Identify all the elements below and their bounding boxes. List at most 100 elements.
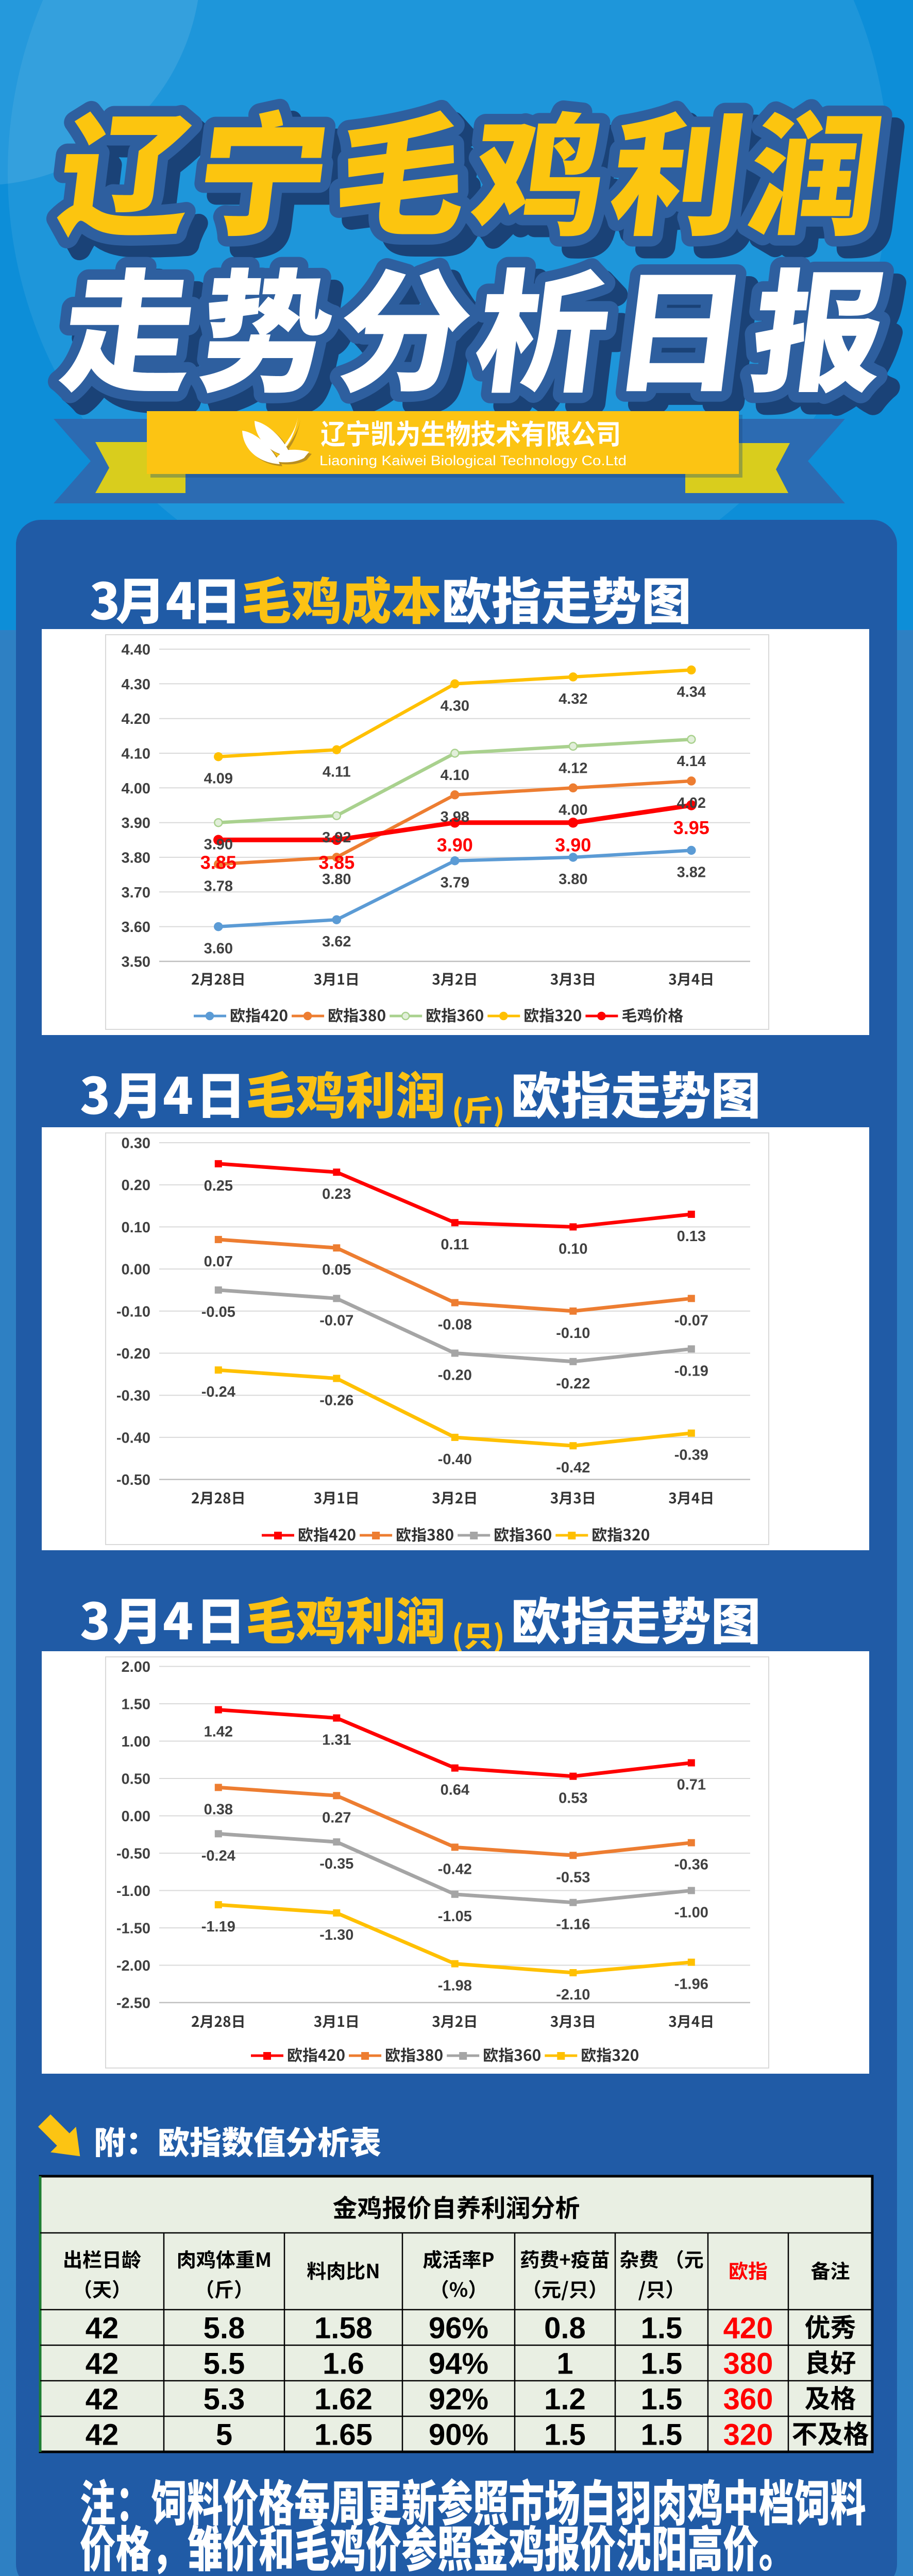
svg-text:-1.05: -1.05 <box>438 1908 472 1925</box>
svg-text:1.2: 1.2 <box>544 2383 586 2416</box>
svg-text:1.5: 1.5 <box>641 2383 683 2416</box>
svg-text:-1.50: -1.50 <box>116 1921 150 1937</box>
svg-text:1.00: 1.00 <box>122 1734 150 1750</box>
svg-text:3.98: 3.98 <box>441 809 469 825</box>
svg-text:-0.08: -0.08 <box>438 1317 472 1333</box>
svg-text:-1.19: -1.19 <box>201 1919 235 1935</box>
svg-text:94%: 94% <box>429 2347 488 2381</box>
svg-text:0.53: 0.53 <box>559 1790 587 1807</box>
svg-text:4.34: 4.34 <box>677 684 706 700</box>
svg-text:3.60: 3.60 <box>204 941 233 957</box>
svg-text:1.50: 1.50 <box>122 1697 150 1713</box>
svg-text:3.70: 3.70 <box>122 885 150 901</box>
svg-text:-1.00: -1.00 <box>116 1883 150 1900</box>
svg-text:-1.96: -1.96 <box>674 1976 708 1993</box>
svg-text:1.58: 1.58 <box>314 2312 373 2345</box>
svg-text:1.5: 1.5 <box>641 2418 683 2452</box>
svg-text:1.5: 1.5 <box>641 2312 683 2345</box>
svg-text:4.40: 4.40 <box>122 642 150 658</box>
svg-text:3.95: 3.95 <box>673 817 709 838</box>
svg-text:-0.42: -0.42 <box>556 1460 590 1476</box>
svg-text:0.30: 0.30 <box>122 1136 150 1152</box>
svg-text:0.13: 0.13 <box>677 1228 706 1245</box>
svg-text:1.5: 1.5 <box>641 2347 683 2381</box>
svg-text:3.80: 3.80 <box>559 871 587 888</box>
svg-text:42: 42 <box>86 2418 119 2452</box>
svg-text:0.64: 0.64 <box>441 1782 469 1799</box>
svg-text:0.50: 0.50 <box>122 1771 150 1788</box>
svg-text:96%: 96% <box>429 2312 488 2345</box>
svg-text:1.5: 1.5 <box>544 2418 586 2452</box>
svg-text:0.20: 0.20 <box>122 1177 150 1194</box>
svg-text:42: 42 <box>86 2383 119 2416</box>
svg-text:3.85: 3.85 <box>200 852 236 873</box>
svg-text:-0.19: -0.19 <box>674 1363 708 1379</box>
svg-text:-0.10: -0.10 <box>116 1303 150 1320</box>
svg-text:2.00: 2.00 <box>122 1659 150 1675</box>
svg-text:0.25: 0.25 <box>204 1178 233 1194</box>
svg-text:3.78: 3.78 <box>204 878 233 894</box>
svg-text:3.62: 3.62 <box>322 934 351 950</box>
svg-text:0.00: 0.00 <box>122 1808 150 1825</box>
svg-text:4.02: 4.02 <box>677 795 706 811</box>
svg-text:3.90: 3.90 <box>437 835 473 856</box>
svg-text:5: 5 <box>216 2418 232 2452</box>
svg-text:5.5: 5.5 <box>204 2347 245 2381</box>
svg-text:0.38: 0.38 <box>204 1801 233 1818</box>
svg-text:3.90: 3.90 <box>204 837 233 853</box>
svg-text:3.90: 3.90 <box>555 835 591 856</box>
svg-text:3.85: 3.85 <box>318 852 354 873</box>
svg-text:-0.26: -0.26 <box>319 1393 353 1409</box>
svg-text:-0.40: -0.40 <box>116 1430 150 1446</box>
svg-text:-0.10: -0.10 <box>556 1325 590 1342</box>
svg-text:-0.50: -0.50 <box>116 1472 150 1488</box>
svg-text:0.00: 0.00 <box>122 1262 150 1278</box>
svg-text:3.90: 3.90 <box>122 815 150 832</box>
svg-text:-2.00: -2.00 <box>116 1958 150 1974</box>
svg-text:1: 1 <box>556 2347 573 2381</box>
svg-text:Liaoning Kaiwei Biological Tec: Liaoning Kaiwei Biological Technology Co… <box>319 453 627 468</box>
svg-text:4.30: 4.30 <box>441 698 469 714</box>
svg-text:5.8: 5.8 <box>204 2312 245 2345</box>
svg-text:-0.24: -0.24 <box>201 1848 235 1864</box>
svg-text:0.27: 0.27 <box>322 1809 351 1826</box>
svg-text:-0.35: -0.35 <box>319 1856 353 1872</box>
svg-text:90%: 90% <box>429 2418 488 2452</box>
svg-text:1.62: 1.62 <box>314 2383 373 2416</box>
svg-text:3.80: 3.80 <box>122 850 150 867</box>
svg-text:1.31: 1.31 <box>322 1732 351 1749</box>
svg-text:-0.42: -0.42 <box>438 1861 472 1877</box>
svg-text:-1.30: -1.30 <box>319 1927 353 1943</box>
svg-text:4.12: 4.12 <box>559 760 587 777</box>
svg-text:0.23: 0.23 <box>322 1186 351 1202</box>
svg-text:320: 320 <box>723 2418 773 2452</box>
svg-text:3.82: 3.82 <box>677 865 706 881</box>
svg-text:1.65: 1.65 <box>314 2418 373 2452</box>
svg-text:-0.07: -0.07 <box>319 1312 353 1329</box>
svg-text:0.10: 0.10 <box>559 1241 587 1257</box>
svg-text:0.11: 0.11 <box>441 1236 469 1253</box>
svg-text:1.6: 1.6 <box>323 2347 364 2381</box>
svg-text:0.71: 0.71 <box>677 1777 706 1793</box>
svg-text:42: 42 <box>86 2312 119 2345</box>
svg-text:-2.50: -2.50 <box>116 1995 150 2012</box>
svg-text:4.00: 4.00 <box>559 802 587 818</box>
svg-text:4.30: 4.30 <box>122 676 150 693</box>
svg-text:4.10: 4.10 <box>122 746 150 762</box>
svg-text:92%: 92% <box>429 2383 488 2416</box>
svg-text:4.10: 4.10 <box>441 767 469 784</box>
svg-text:0.07: 0.07 <box>204 1253 233 1270</box>
svg-text:3.50: 3.50 <box>122 954 150 971</box>
svg-text:4.11: 4.11 <box>323 764 351 780</box>
svg-text:-0.30: -0.30 <box>116 1388 150 1404</box>
svg-text:0.8: 0.8 <box>544 2312 586 2345</box>
svg-text:3.60: 3.60 <box>122 919 150 936</box>
svg-text:0.10: 0.10 <box>122 1219 150 1236</box>
svg-text:4.00: 4.00 <box>122 781 150 797</box>
svg-text:-1.16: -1.16 <box>556 1917 590 1933</box>
svg-text:3.79: 3.79 <box>441 875 469 891</box>
svg-text:-0.20: -0.20 <box>116 1346 150 1362</box>
svg-text:4.20: 4.20 <box>122 711 150 727</box>
svg-text:-0.50: -0.50 <box>116 1846 150 1862</box>
svg-text:-0.05: -0.05 <box>201 1304 235 1320</box>
